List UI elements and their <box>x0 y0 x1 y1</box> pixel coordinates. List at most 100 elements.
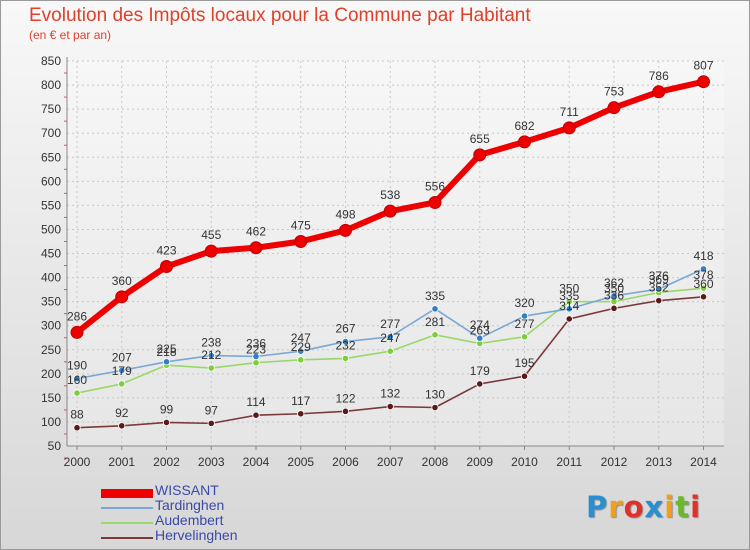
data-label: 117 <box>291 394 310 408</box>
data-label: 132 <box>380 387 400 401</box>
x-tick-label: 2003 <box>198 455 225 469</box>
data-label: 286 <box>67 309 87 323</box>
data-point <box>204 244 218 258</box>
x-tick-label: 2007 <box>377 455 404 469</box>
legend-swatch <box>101 489 153 498</box>
logo-letter: x <box>644 490 665 524</box>
data-point <box>70 325 84 339</box>
data-point <box>386 402 394 411</box>
data-point <box>341 337 350 346</box>
data-point <box>607 101 621 115</box>
x-tick-label: 2000 <box>64 455 91 469</box>
y-tick-label: 100 <box>41 415 61 429</box>
data-label: 336 <box>604 288 624 302</box>
chart-title: Evolution des Impôts locaux pour la Comm… <box>29 5 531 26</box>
x-tick-label: 2013 <box>645 455 672 469</box>
data-point <box>610 292 618 300</box>
data-point <box>341 354 350 363</box>
data-label: 247 <box>380 331 400 345</box>
y-tick-label: 600 <box>41 174 61 188</box>
data-label: 232 <box>335 338 355 352</box>
data-label: 277 <box>380 317 400 331</box>
data-point <box>118 422 126 430</box>
y-tick-label: 750 <box>41 102 61 116</box>
data-point <box>249 241 263 255</box>
proxiti-logo: Proxiti <box>586 490 701 524</box>
data-point <box>428 195 442 209</box>
data-label: 130 <box>425 388 445 402</box>
legend-label: Hervelinghen <box>155 527 238 543</box>
legend-label: Audembert <box>155 512 224 528</box>
data-point <box>473 148 487 162</box>
y-tick-label: 500 <box>41 222 61 236</box>
y-tick-label: 200 <box>41 367 61 381</box>
data-label: 682 <box>514 119 534 133</box>
data-label: 97 <box>205 403 219 417</box>
data-point <box>115 290 129 304</box>
data-label: 236 <box>246 336 266 350</box>
data-point <box>162 358 171 366</box>
data-label: 218 <box>156 345 176 359</box>
data-label: 314 <box>559 299 579 313</box>
data-point <box>73 389 81 397</box>
x-tick-label: 2002 <box>153 455 180 469</box>
data-label: 320 <box>514 296 534 310</box>
data-label: 369 <box>649 272 669 286</box>
x-tick-label: 2010 <box>511 455 538 469</box>
x-tick-label: 2004 <box>243 455 270 469</box>
data-label: 274 <box>470 318 490 332</box>
data-point <box>431 305 439 313</box>
data-point <box>520 372 529 380</box>
data-label: 281 <box>425 315 445 329</box>
data-label: 360 <box>112 274 132 288</box>
data-point <box>73 424 81 432</box>
data-label: 277 <box>514 317 534 331</box>
data-label: 229 <box>291 340 311 354</box>
data-label: 335 <box>559 289 579 303</box>
x-tick-label: 2006 <box>332 455 359 469</box>
y-tick-label: 800 <box>41 78 61 92</box>
data-point <box>297 410 305 418</box>
data-point <box>118 380 126 388</box>
chart-subtitle: (en € et par an) <box>29 28 112 42</box>
data-point <box>386 333 394 341</box>
data-point <box>297 356 305 364</box>
data-point <box>655 285 663 293</box>
data-label: 360 <box>693 277 713 291</box>
logo-letter: r <box>608 490 624 524</box>
data-point <box>297 347 305 355</box>
data-label: 362 <box>604 276 624 290</box>
data-point <box>699 284 708 292</box>
legend-label: Tardinghen <box>155 497 225 513</box>
data-label: 190 <box>67 359 87 373</box>
data-point <box>386 347 394 355</box>
data-label: 207 <box>112 350 132 364</box>
x-tick-label: 2005 <box>287 455 314 469</box>
y-tick-label: 550 <box>41 198 61 212</box>
data-label: 114 <box>246 395 265 409</box>
data-label: 376 <box>649 269 669 283</box>
data-point <box>341 407 350 415</box>
data-label: 455 <box>201 228 221 242</box>
data-point <box>562 121 576 135</box>
y-tick-label: 400 <box>41 271 61 285</box>
data-point <box>565 315 573 323</box>
data-label: 99 <box>160 402 174 416</box>
data-point <box>339 223 352 237</box>
data-label: 179 <box>470 364 490 378</box>
data-label: 223 <box>246 343 266 357</box>
data-label: 122 <box>335 391 355 405</box>
data-point <box>610 304 618 312</box>
logo-letter: i <box>664 490 676 524</box>
data-label: 352 <box>649 281 669 295</box>
data-label: 160 <box>67 373 87 387</box>
data-label: 786 <box>649 69 669 83</box>
data-label: 350 <box>559 282 579 296</box>
data-point <box>118 366 126 375</box>
data-point <box>520 312 529 320</box>
y-tick-label: 850 <box>41 54 61 68</box>
data-label: 195 <box>514 356 534 370</box>
data-point <box>294 234 308 248</box>
